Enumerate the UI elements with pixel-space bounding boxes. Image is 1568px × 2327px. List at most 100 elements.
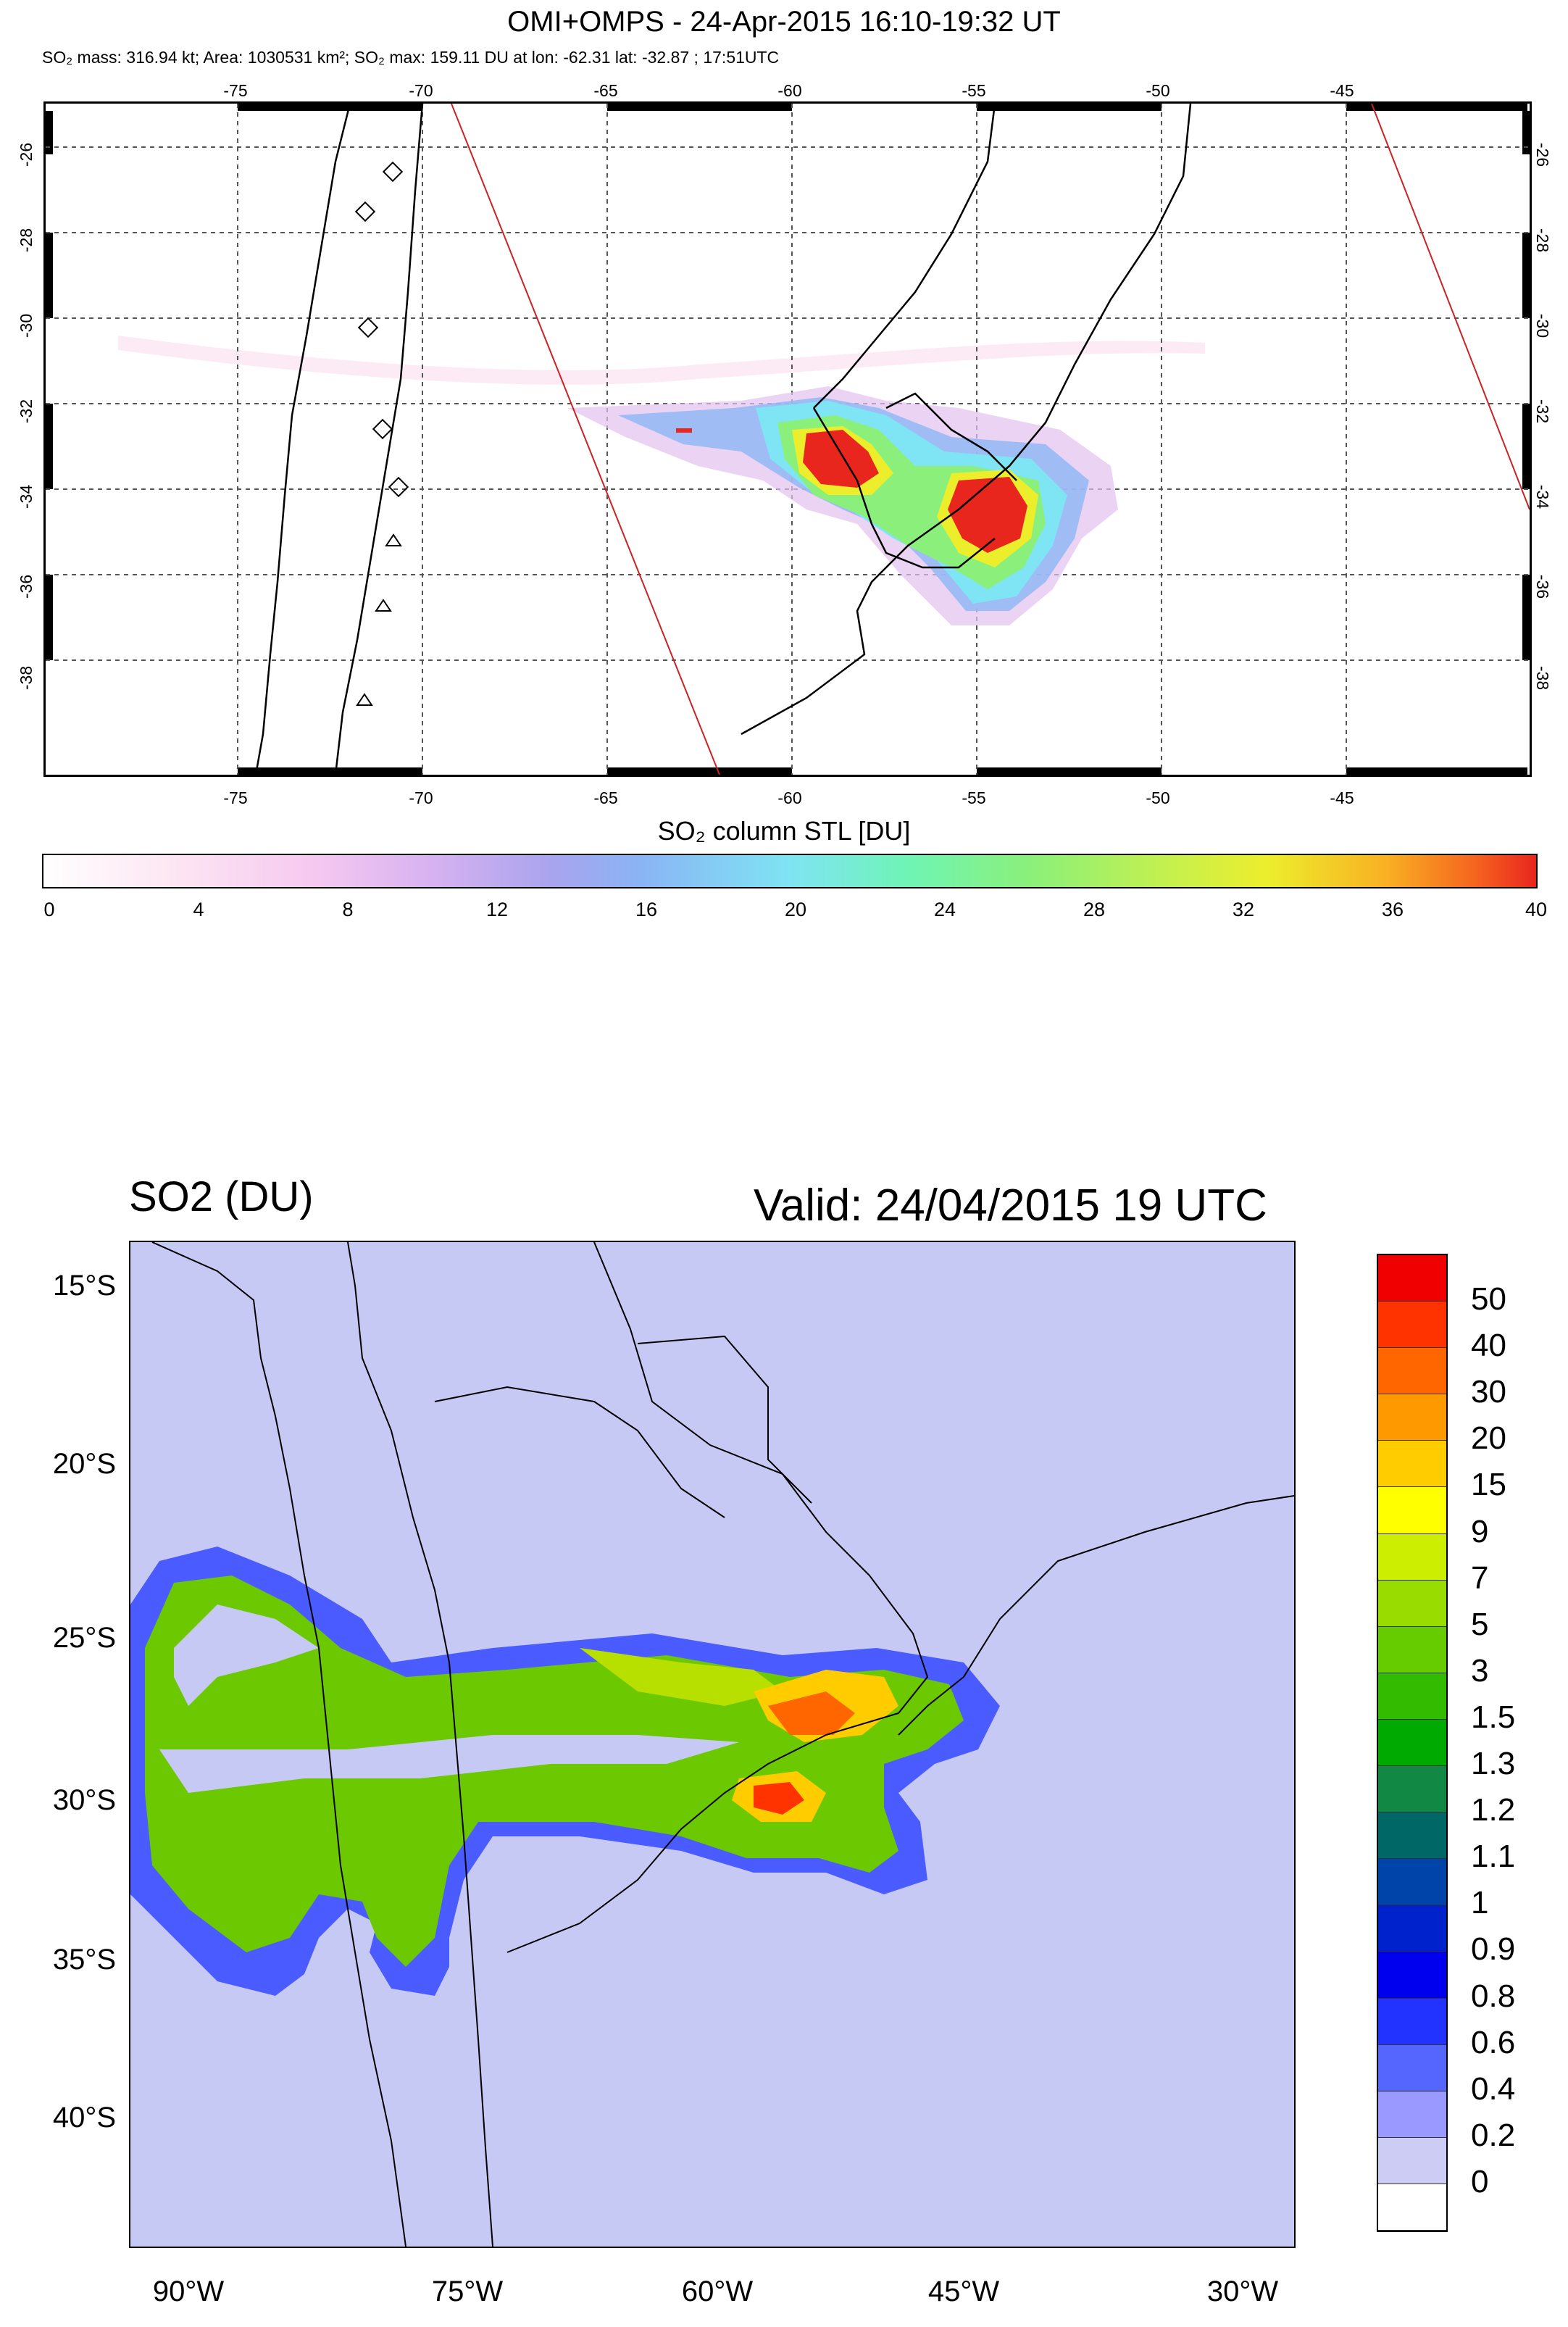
p1-lat-tick-left: -38 <box>17 665 36 691</box>
p1-lat-tick-left: -26 <box>17 142 36 167</box>
legend-label: 3 <box>1471 1652 1489 1689</box>
p1-lat-tick-right: -26 <box>1533 142 1553 167</box>
colorbar-label: 0 <box>43 899 55 920</box>
p1-lat-tick-left: -30 <box>17 313 36 338</box>
legend-swatch <box>1378 1673 1446 1720</box>
legend-swatch <box>1378 1441 1446 1488</box>
legend-swatch <box>1378 1719 1446 1767</box>
legend-swatch <box>1378 1905 1446 1952</box>
legend-label: 0.9 <box>1471 1931 1516 1968</box>
legend-swatch <box>1378 2044 1446 2091</box>
legend-swatch <box>1378 1348 1446 1395</box>
colorbar-title: SO₂ column STL [DU] <box>657 816 911 846</box>
legend-swatch <box>1378 1487 1446 1534</box>
legend-swatch <box>1378 2137 1446 2184</box>
so2-satellite-map <box>43 101 1532 777</box>
legend-label: 1.2 <box>1471 1792 1516 1828</box>
panel1-subtitle: SO₂ mass: 316.94 kt; Area: 1030531 km²; … <box>42 48 780 67</box>
legend-label: 15 <box>1471 1467 1506 1503</box>
p1-lat-tick-left: -28 <box>17 228 36 253</box>
panel2-title: SO2 (DU) <box>129 1173 314 1220</box>
legend-swatch <box>1378 1998 1446 2045</box>
colorbar-label: 20 <box>784 899 807 920</box>
p1-lat-tick-left: -34 <box>17 484 36 509</box>
lon-label: 90°W <box>152 2276 225 2307</box>
p1-lon-tick-bottom: -55 <box>962 788 986 807</box>
lat-label: 30°S <box>52 1784 116 1816</box>
legend-swatch <box>1378 1394 1446 1441</box>
legend-swatch <box>1378 1302 1446 1349</box>
p1-lat-tick-left: -36 <box>17 574 36 599</box>
colorbar-label: 8 <box>342 899 354 920</box>
p1-lon-tick-top: -75 <box>223 81 248 100</box>
lon-label: 75°W <box>431 2276 504 2307</box>
legend-swatch <box>1378 1812 1446 1860</box>
p1-lon-tick-top: -50 <box>1146 81 1170 100</box>
so2-model-map <box>129 1241 1296 2248</box>
legend-swatch <box>1378 1859 1446 1906</box>
legend-label: 50 <box>1471 1281 1506 1317</box>
p1-lat-tick-right: -32 <box>1533 399 1553 424</box>
legend-swatch <box>1378 1533 1446 1581</box>
lat-label: 15°S <box>52 1270 116 1302</box>
p1-lat-tick-left: -32 <box>17 399 36 424</box>
legend-label: 0.4 <box>1471 2070 1516 2107</box>
legend-label: 1.1 <box>1471 1839 1516 1875</box>
p1-lat-tick-right: -36 <box>1533 574 1553 599</box>
p1-lat-tick-right: -30 <box>1533 313 1553 338</box>
legend-swatch <box>1378 2091 1446 2138</box>
legend-label: 9 <box>1471 1513 1489 1549</box>
p1-lon-tick-bottom: -75 <box>223 788 248 807</box>
p1-lon-tick-bottom: -60 <box>777 788 802 807</box>
p1-lon-tick-top: -70 <box>409 81 433 100</box>
legend-label: 30 <box>1471 1374 1506 1410</box>
lat-label: 35°S <box>52 1944 116 1976</box>
panel1-title: OMI+OMPS - 24-Apr-2015 16:10-19:32 UT <box>507 6 1061 38</box>
p1-lon-tick-bottom: -45 <box>1330 788 1354 807</box>
p1-lat-tick-right: -34 <box>1533 484 1553 509</box>
colorbar-label: 16 <box>635 899 658 920</box>
lon-label: 45°W <box>927 2276 1000 2307</box>
legend-swatch <box>1378 1580 1446 1627</box>
p1-lon-tick-bottom: -65 <box>593 788 618 807</box>
p1-lon-tick-top: -55 <box>962 81 986 100</box>
p1-lat-tick-right: -28 <box>1533 228 1553 253</box>
legend-label: 20 <box>1471 1420 1506 1457</box>
colorbar-label: 32 <box>1232 899 1255 920</box>
legend-label: 1.5 <box>1471 1699 1516 1735</box>
legend-label: 1 <box>1471 1885 1489 1921</box>
legend-swatch <box>1378 2184 1446 2231</box>
p1-lon-tick-bottom: -70 <box>409 788 433 807</box>
p1-lon-tick-top: -65 <box>593 81 618 100</box>
lat-label: 25°S <box>52 1622 116 1654</box>
lon-label: 30°W <box>1206 2276 1279 2307</box>
legend-label: 0.6 <box>1471 2024 1516 2060</box>
so2-model-map-graphic <box>130 1242 1294 2247</box>
colorbar-label: 12 <box>485 899 509 920</box>
lon-label: 60°W <box>681 2276 754 2307</box>
colorbar-label: 36 <box>1381 899 1404 920</box>
legend-label: 5 <box>1471 1606 1489 1642</box>
so2-satellite-map-graphic <box>46 104 1530 775</box>
p1-lon-tick-top: -60 <box>777 81 802 100</box>
lat-label: 20°S <box>52 1448 116 1480</box>
legend-swatch <box>1378 1255 1446 1302</box>
legend-swatch <box>1378 1626 1446 1673</box>
colorbar <box>42 854 1538 888</box>
colorbar-label: 28 <box>1083 899 1106 920</box>
colorbar-label: 40 <box>1525 899 1548 920</box>
legend-label: 40 <box>1471 1328 1506 1364</box>
p1-lat-tick-right: -38 <box>1533 665 1553 691</box>
legend-label: 1.3 <box>1471 1746 1516 1782</box>
legend-label: 0.2 <box>1471 2117 1516 2153</box>
legend-swatch <box>1378 1766 1446 1813</box>
legend-label: 0 <box>1471 2163 1489 2199</box>
lat-label: 40°S <box>52 2102 116 2134</box>
legend-label: 0.8 <box>1471 1978 1516 2014</box>
p1-lon-tick-bottom: -50 <box>1146 788 1170 807</box>
colorbar-label: 24 <box>933 899 956 920</box>
so2-legend <box>1377 1254 1448 2232</box>
valid-time: Valid: 24/04/2015 19 UTC <box>754 1181 1267 1231</box>
legend-label: 7 <box>1471 1560 1489 1596</box>
p1-lon-tick-top: -45 <box>1330 81 1354 100</box>
